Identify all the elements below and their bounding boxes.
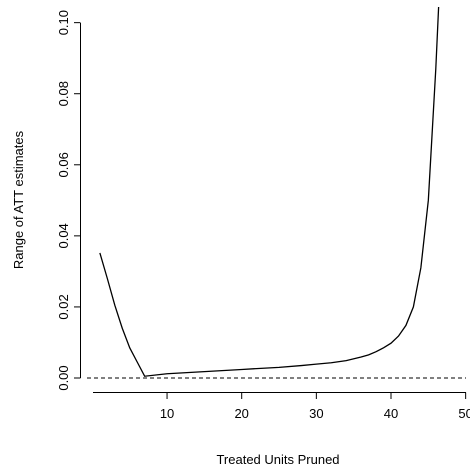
x-tick-label: 40 xyxy=(384,406,398,421)
x-tick-label: 20 xyxy=(234,406,248,421)
plot-layer xyxy=(87,7,466,379)
x-tick-label: 10 xyxy=(160,406,174,421)
series-line xyxy=(99,7,440,377)
ticks-layer: 10 20 30 40 50 0.00 0.02 0.04 0.06 0.08 0.10 xyxy=(56,10,470,421)
y-tick-label: 0.06 xyxy=(56,152,71,177)
y-tick-label: 0.10 xyxy=(56,10,71,35)
y-axis-title: Range of ATT estimates xyxy=(11,130,26,269)
y-tick-label: 0.04 xyxy=(56,223,71,248)
x-tick-label: 50 xyxy=(458,406,470,421)
x-tick-label: 30 xyxy=(309,406,323,421)
y-tick-label: 0.00 xyxy=(56,365,71,390)
y-tick-label: 0.08 xyxy=(56,81,71,106)
x-axis-title: Treated Units Pruned xyxy=(216,452,339,467)
y-tick-label: 0.02 xyxy=(56,294,71,319)
